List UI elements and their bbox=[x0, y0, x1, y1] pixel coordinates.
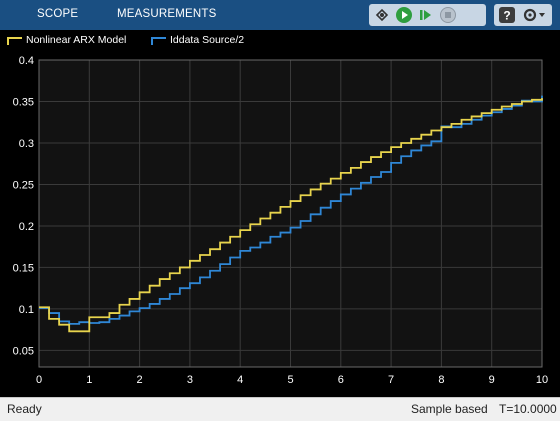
settings-dropdown-button[interactable] bbox=[522, 6, 548, 24]
y-tick-label: 0.3 bbox=[19, 138, 34, 150]
x-tick-label: 7 bbox=[388, 374, 394, 386]
svg-text:?: ? bbox=[503, 9, 510, 23]
x-tick-label: 1 bbox=[86, 374, 92, 386]
status-sample-mode: Sample based bbox=[411, 402, 488, 416]
y-tick-label: 0.15 bbox=[13, 262, 34, 274]
scope-plot[interactable]: 0 1 2 3 4 5 6 7 8 9 10 0.05 0.1 0.15 0.2 0.25 0.3 0.35 0.4 bbox=[0, 50, 560, 396]
x-tick-label: 3 bbox=[187, 374, 193, 386]
legend-label: Nonlinear ARX Model bbox=[26, 34, 127, 46]
help-toolbar: ? bbox=[494, 4, 552, 26]
y-tick-label: 0.05 bbox=[13, 345, 34, 357]
y-tick-label: 0.1 bbox=[19, 304, 34, 316]
x-tick-label: 8 bbox=[438, 374, 444, 386]
y-tick-label: 0.4 bbox=[19, 55, 34, 67]
tab-measurements[interactable]: MEASUREMENTS bbox=[117, 8, 217, 20]
highlight-block-button[interactable] bbox=[373, 6, 391, 24]
x-tick-label: 10 bbox=[536, 374, 548, 386]
help-button[interactable]: ? bbox=[498, 6, 516, 24]
help-icon: ? bbox=[499, 7, 515, 23]
legend-swatch-yellow bbox=[7, 37, 22, 45]
status-time: T=10.0000 bbox=[499, 402, 557, 416]
simulation-toolbar bbox=[369, 4, 486, 26]
stop-button[interactable] bbox=[439, 6, 457, 24]
status-ready: Ready bbox=[7, 402, 42, 416]
y-tick-label: 0.2 bbox=[19, 221, 34, 233]
step-forward-icon bbox=[420, 10, 431, 20]
legend-label: Iddata Source/2 bbox=[170, 34, 245, 46]
run-button[interactable] bbox=[395, 6, 413, 24]
legend: Nonlinear ARX Model Iddata Source/2 bbox=[0, 30, 560, 50]
stop-icon bbox=[440, 7, 456, 23]
run-icon bbox=[396, 7, 412, 23]
series-line-nonlinear-arx-model bbox=[39, 98, 543, 333]
legend-entry-nonlinear-arx-model[interactable]: Nonlinear ARX Model bbox=[6, 33, 166, 47]
series-line-iddata-source-2 bbox=[39, 95, 543, 325]
x-tick-label: 2 bbox=[137, 374, 143, 386]
x-tick-label: 6 bbox=[338, 374, 344, 386]
x-tick-label: 5 bbox=[287, 374, 293, 386]
legend-swatch-blue bbox=[151, 37, 166, 45]
toolstrip: SCOPE MEASUREMENTS bbox=[0, 0, 560, 31]
step-forward-button[interactable] bbox=[417, 6, 435, 24]
plot-frame bbox=[38, 59, 543, 368]
plot-svg: 0 1 2 3 4 5 6 7 8 9 10 0.05 0.1 0.15 0.2 0.25 0.3 0.35 0.4 bbox=[13, 55, 549, 386]
settings-dropdown-icon bbox=[523, 8, 545, 22]
x-tick-label: 9 bbox=[489, 374, 495, 386]
legend-entry-iddata-source[interactable]: Iddata Source/2 bbox=[150, 33, 290, 47]
highlight-block-icon bbox=[375, 8, 389, 22]
x-tick-label: 0 bbox=[36, 374, 42, 386]
y-tick-label: 0.25 bbox=[13, 179, 34, 191]
tab-scope[interactable]: SCOPE bbox=[37, 8, 79, 20]
x-tick-label: 4 bbox=[237, 374, 243, 386]
status-bar: Ready Sample based T=10.0000 bbox=[0, 397, 560, 421]
y-tick-label: 0.35 bbox=[13, 96, 34, 108]
